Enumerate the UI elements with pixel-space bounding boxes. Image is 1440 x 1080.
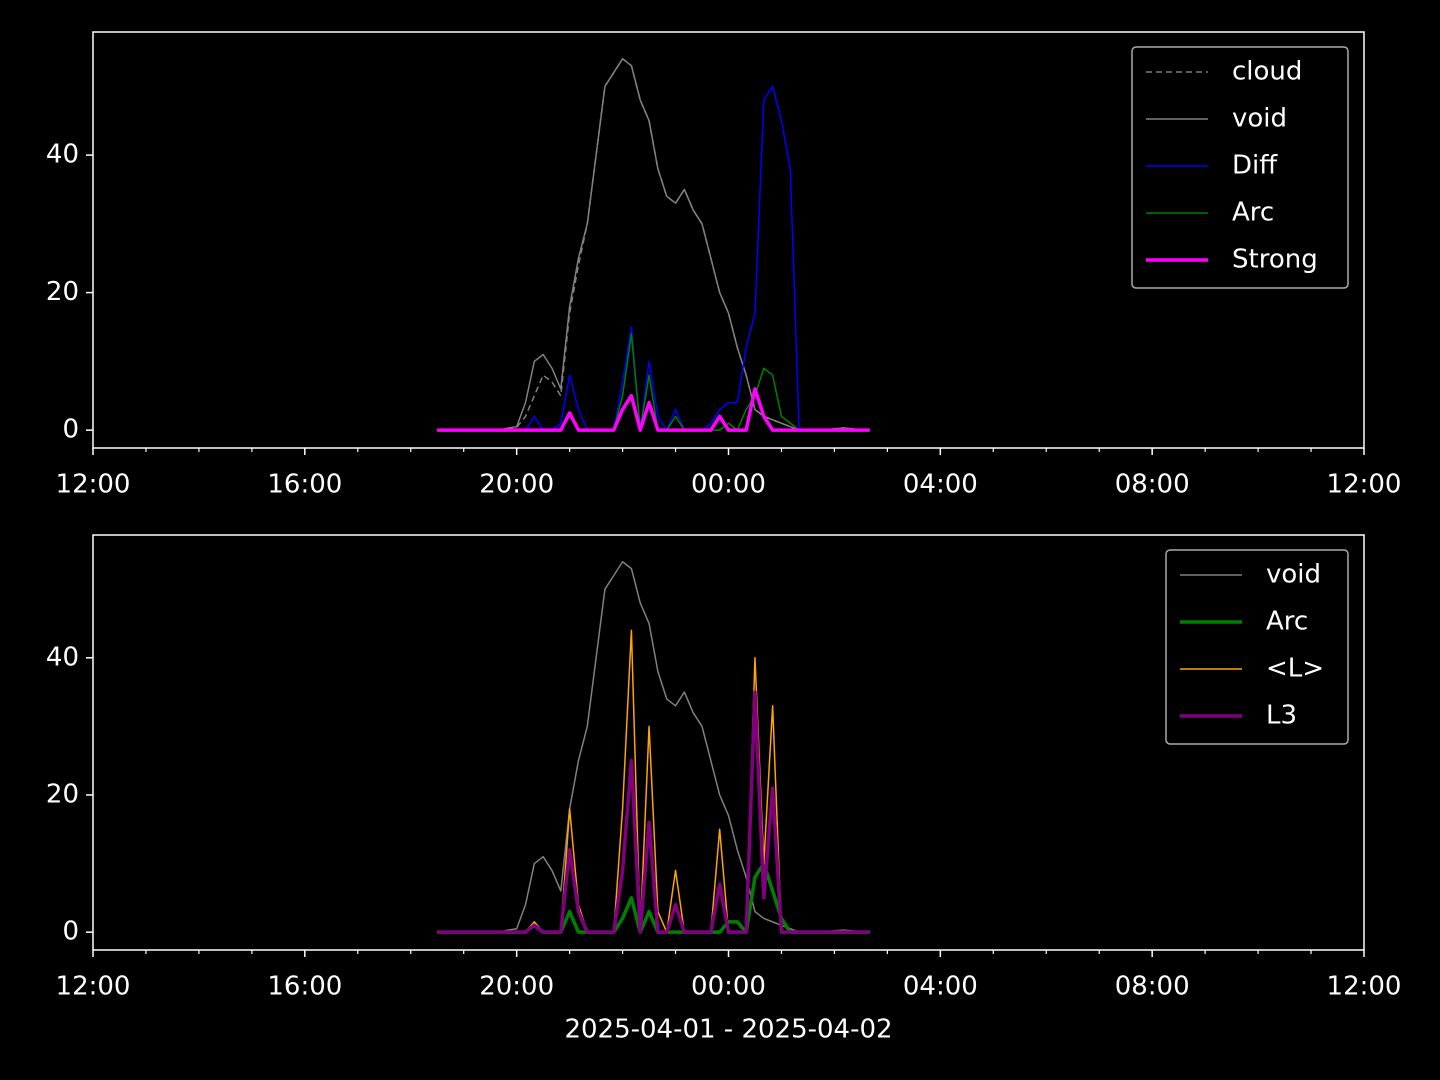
plot-area: 0 20 40 12:00 16:00 20:00 00:00 04:00 08:00 12:00 (46, 31, 1402, 500)
x-tick-label: 00:00 (691, 972, 766, 1002)
plot-area: 0 20 40 12:00 16:00 20:00 00:00 04:00 08:00 12:00 (46, 534, 1402, 1002)
x-tick-label: 20:00 (479, 470, 554, 500)
x-tick-label: 04:00 (903, 470, 978, 500)
x-tick-label: 12:00 (1327, 470, 1402, 500)
legend-label: Arc (1232, 198, 1274, 228)
series-line (437, 387, 870, 432)
legend-label: <L> (1266, 654, 1324, 684)
y-tick-label: 20 (46, 277, 79, 307)
y-tick-label: 40 (46, 140, 79, 170)
x-tick-label: 16:00 (267, 972, 342, 1002)
legend-label: void (1232, 104, 1287, 134)
legend-label: L3 (1266, 701, 1297, 731)
legend-label: cloud (1232, 57, 1302, 87)
legend-label: void (1266, 560, 1321, 590)
legend-frame (1165, 549, 1349, 745)
series-line (437, 690, 870, 934)
legend: void Arc <L> L3 (1165, 549, 1349, 745)
x-axis-label: 2025-04-01 - 2025-04-02 (564, 1015, 892, 1045)
y-tick-label: 0 (62, 917, 79, 947)
x-tick-label: 12:00 (1327, 972, 1402, 1002)
y-tick-label: 20 (46, 779, 79, 809)
legend-frame (1131, 46, 1349, 289)
x-tick-label: 12:00 (56, 470, 131, 500)
x-tick-label: 00:00 (691, 470, 766, 500)
legend-label: Arc (1266, 607, 1308, 637)
legend-label: Strong (1232, 245, 1318, 275)
x-tick-label: 04:00 (903, 972, 978, 1002)
x-tick-label: 20:00 (479, 972, 554, 1002)
legend: cloud void Diff Arc Strong (1131, 46, 1349, 289)
axes-frame (92, 31, 1365, 449)
x-tick-label: 08:00 (1115, 972, 1190, 1002)
legend-label: Diff (1232, 151, 1278, 181)
y-tick-label: 40 (46, 642, 79, 672)
y-tick-label: 0 (62, 415, 79, 445)
x-tick-label: 12:00 (56, 972, 131, 1002)
x-tick-label: 08:00 (1115, 470, 1190, 500)
x-tick-label: 16:00 (267, 470, 342, 500)
axes-frame (92, 534, 1365, 951)
